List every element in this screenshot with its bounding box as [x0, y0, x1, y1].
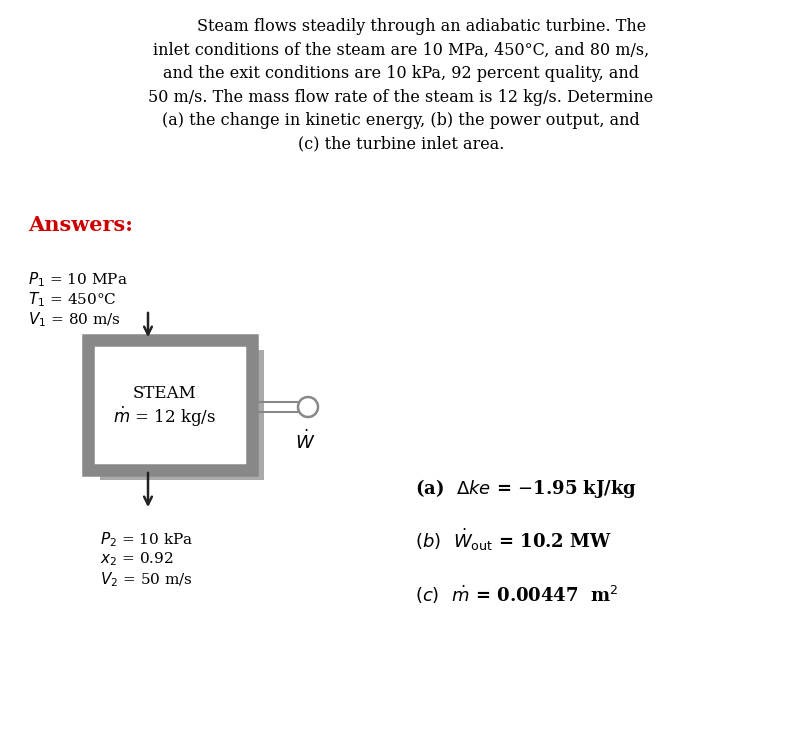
- Text: $\dot{W}$: $\dot{W}$: [295, 430, 315, 453]
- Text: $V_2$ = 50 m/s: $V_2$ = 50 m/s: [100, 570, 193, 589]
- Text: Answers:: Answers:: [28, 215, 133, 235]
- Text: $(b)$  $\dot{W}_{\rm out}$ = 10.2 MW: $(b)$ $\dot{W}_{\rm out}$ = 10.2 MW: [415, 527, 612, 553]
- Bar: [88, 340, 252, 470]
- Text: Steam flows steadily through an adiabatic turbine. The
inlet conditions of the s: Steam flows steadily through an adiabati…: [148, 18, 654, 152]
- Text: $x_2$ = 0.92: $x_2$ = 0.92: [100, 550, 173, 568]
- Text: (a)  $\Delta ke$ = $-$1.95 kJ/kg: (a) $\Delta ke$ = $-$1.95 kJ/kg: [415, 477, 637, 500]
- Text: $T_1$ = 450°C: $T_1$ = 450°C: [28, 290, 116, 309]
- Bar: [100, 350, 264, 480]
- Text: $P_2$ = 10 kPa: $P_2$ = 10 kPa: [100, 530, 193, 549]
- Text: $(c)$  $\dot{m}$ = 0.00447  m$^2$: $(c)$ $\dot{m}$ = 0.00447 m$^2$: [415, 584, 618, 606]
- Text: $P_1$ = 10 MPa: $P_1$ = 10 MPa: [28, 270, 128, 288]
- Text: STEAM: STEAM: [133, 385, 196, 401]
- Text: $V_1$ = 80 m/s: $V_1$ = 80 m/s: [28, 310, 121, 329]
- Text: $\dot{m}$ = 12 kg/s: $\dot{m}$ = 12 kg/s: [113, 405, 217, 429]
